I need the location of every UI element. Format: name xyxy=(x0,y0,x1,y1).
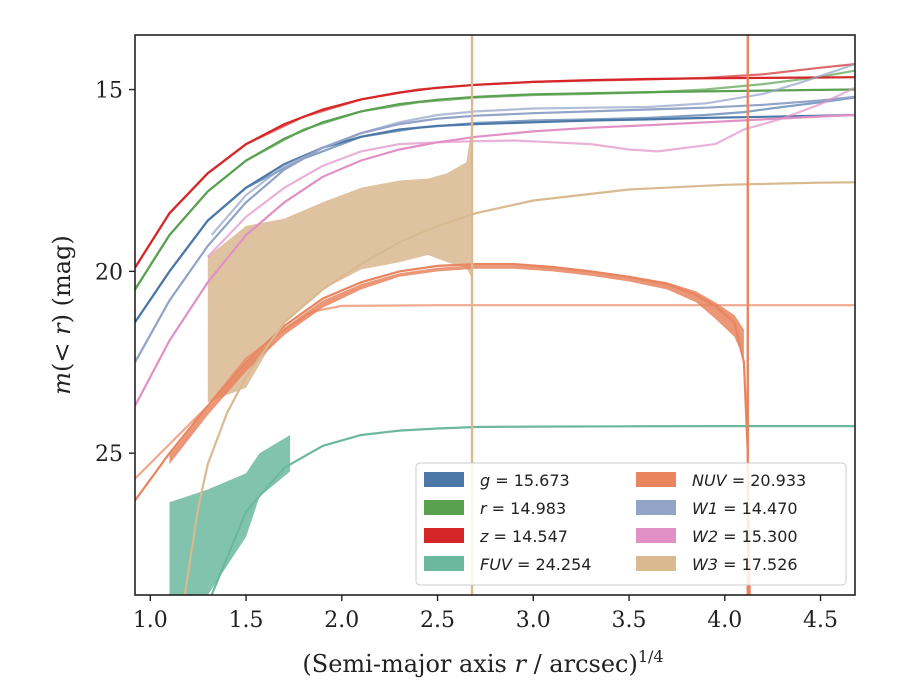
legend-swatch-r xyxy=(424,500,464,515)
x-tick-label: 1.0 xyxy=(133,608,168,633)
x-tick-label: 2.0 xyxy=(324,608,359,633)
legend: g = 15.673 r = 14.983 z = 14.547 FUV = 24.2… xyxy=(415,462,847,586)
y-tick-label: 15 xyxy=(95,79,123,104)
legend-frame xyxy=(415,462,847,586)
legend-swatch-z xyxy=(424,528,464,543)
legend-label-w1: W1 = 14.470 xyxy=(692,499,798,518)
series-line-fuv xyxy=(210,425,855,595)
band-fuv xyxy=(169,435,291,595)
legend-label-nuv: NUV = 20.933 xyxy=(692,471,806,490)
legend-label-z: z = 14.547 xyxy=(479,527,568,546)
x-tick-label: 3.0 xyxy=(516,608,551,633)
legend-swatch-fuv xyxy=(424,556,464,571)
x-tick-label: 4.5 xyxy=(803,608,838,633)
x-axis-label-exponent: 1/4 xyxy=(638,647,664,666)
x-tick-label: 2.5 xyxy=(420,608,455,633)
x-tick-label: 4.0 xyxy=(707,608,742,633)
series-line-g xyxy=(135,113,855,323)
legend-swatch-nuv xyxy=(636,472,676,487)
legend-swatch-w1 xyxy=(636,500,676,515)
series-line-nuv-model xyxy=(135,304,855,480)
legend-label-fuv: FUV = 24.254 xyxy=(480,555,591,574)
y-axis-label-unit: (mag) xyxy=(48,235,76,306)
y-tick-label: 20 xyxy=(95,260,123,285)
series-line-nuv xyxy=(135,263,751,595)
legend-label-w3: W3 = 17.526 xyxy=(692,555,798,574)
series-line-w3 xyxy=(183,181,855,595)
series-line-w2 xyxy=(135,113,855,407)
axis-ticks: 1.0 1.5 2.0 2.5 3.0 3.5 4.0 4.5 15 20 25 xyxy=(95,79,838,633)
series-line-z xyxy=(135,76,855,269)
series-line-w1-model xyxy=(210,63,855,236)
legend-swatch-w2 xyxy=(636,528,676,543)
series-line-w2-model xyxy=(207,86,855,258)
x-tick-label: 3.5 xyxy=(612,608,647,633)
y-axis-label: m(< r) (mag) xyxy=(48,235,76,395)
plot-frame xyxy=(134,34,856,596)
series-line-r xyxy=(135,88,855,291)
legend-swatch-g xyxy=(424,472,464,487)
y-tick-label: 25 xyxy=(95,442,123,467)
series-line-w1 xyxy=(135,95,855,363)
legend-label-g: g = 15.673 xyxy=(480,471,570,490)
band-w3 xyxy=(207,125,473,403)
uncertainty-bands xyxy=(169,125,744,595)
series-lines xyxy=(135,35,855,595)
legend-label-w2: W2 = 15.300 xyxy=(692,527,798,546)
legend-label-r: r = 14.983 xyxy=(480,499,566,518)
legend-swatch-w3 xyxy=(636,556,676,571)
x-tick-label: 1.5 xyxy=(229,608,264,633)
x-axis-label: (Semi-major axis r / arcsec)1/4 xyxy=(302,647,663,678)
